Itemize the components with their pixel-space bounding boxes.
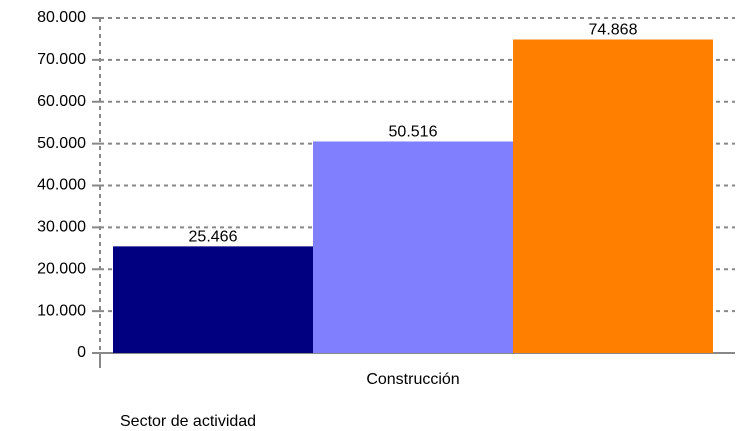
x-axis-label: Sector de actividad	[120, 413, 256, 430]
bar	[513, 39, 713, 354]
bar	[313, 141, 513, 353]
y-tick-label: 60.000	[37, 93, 86, 110]
value-label: 25.466	[189, 229, 238, 246]
x-tick-label: Construcción	[366, 371, 459, 388]
value-label: 74.868	[589, 22, 638, 39]
bar	[113, 246, 313, 353]
y-tick-label: 10.000	[37, 302, 86, 319]
y-tick-label: 0	[77, 344, 86, 361]
y-tick-label: 50.000	[37, 135, 86, 152]
y-tick-label: 80.000	[37, 9, 86, 26]
y-tick-label: 40.000	[37, 177, 86, 194]
value-label: 50.516	[389, 124, 438, 141]
y-tick-label: 70.000	[37, 51, 86, 68]
y-tick-label: 20.000	[37, 260, 86, 277]
y-tick-label: 30.000	[37, 219, 86, 236]
